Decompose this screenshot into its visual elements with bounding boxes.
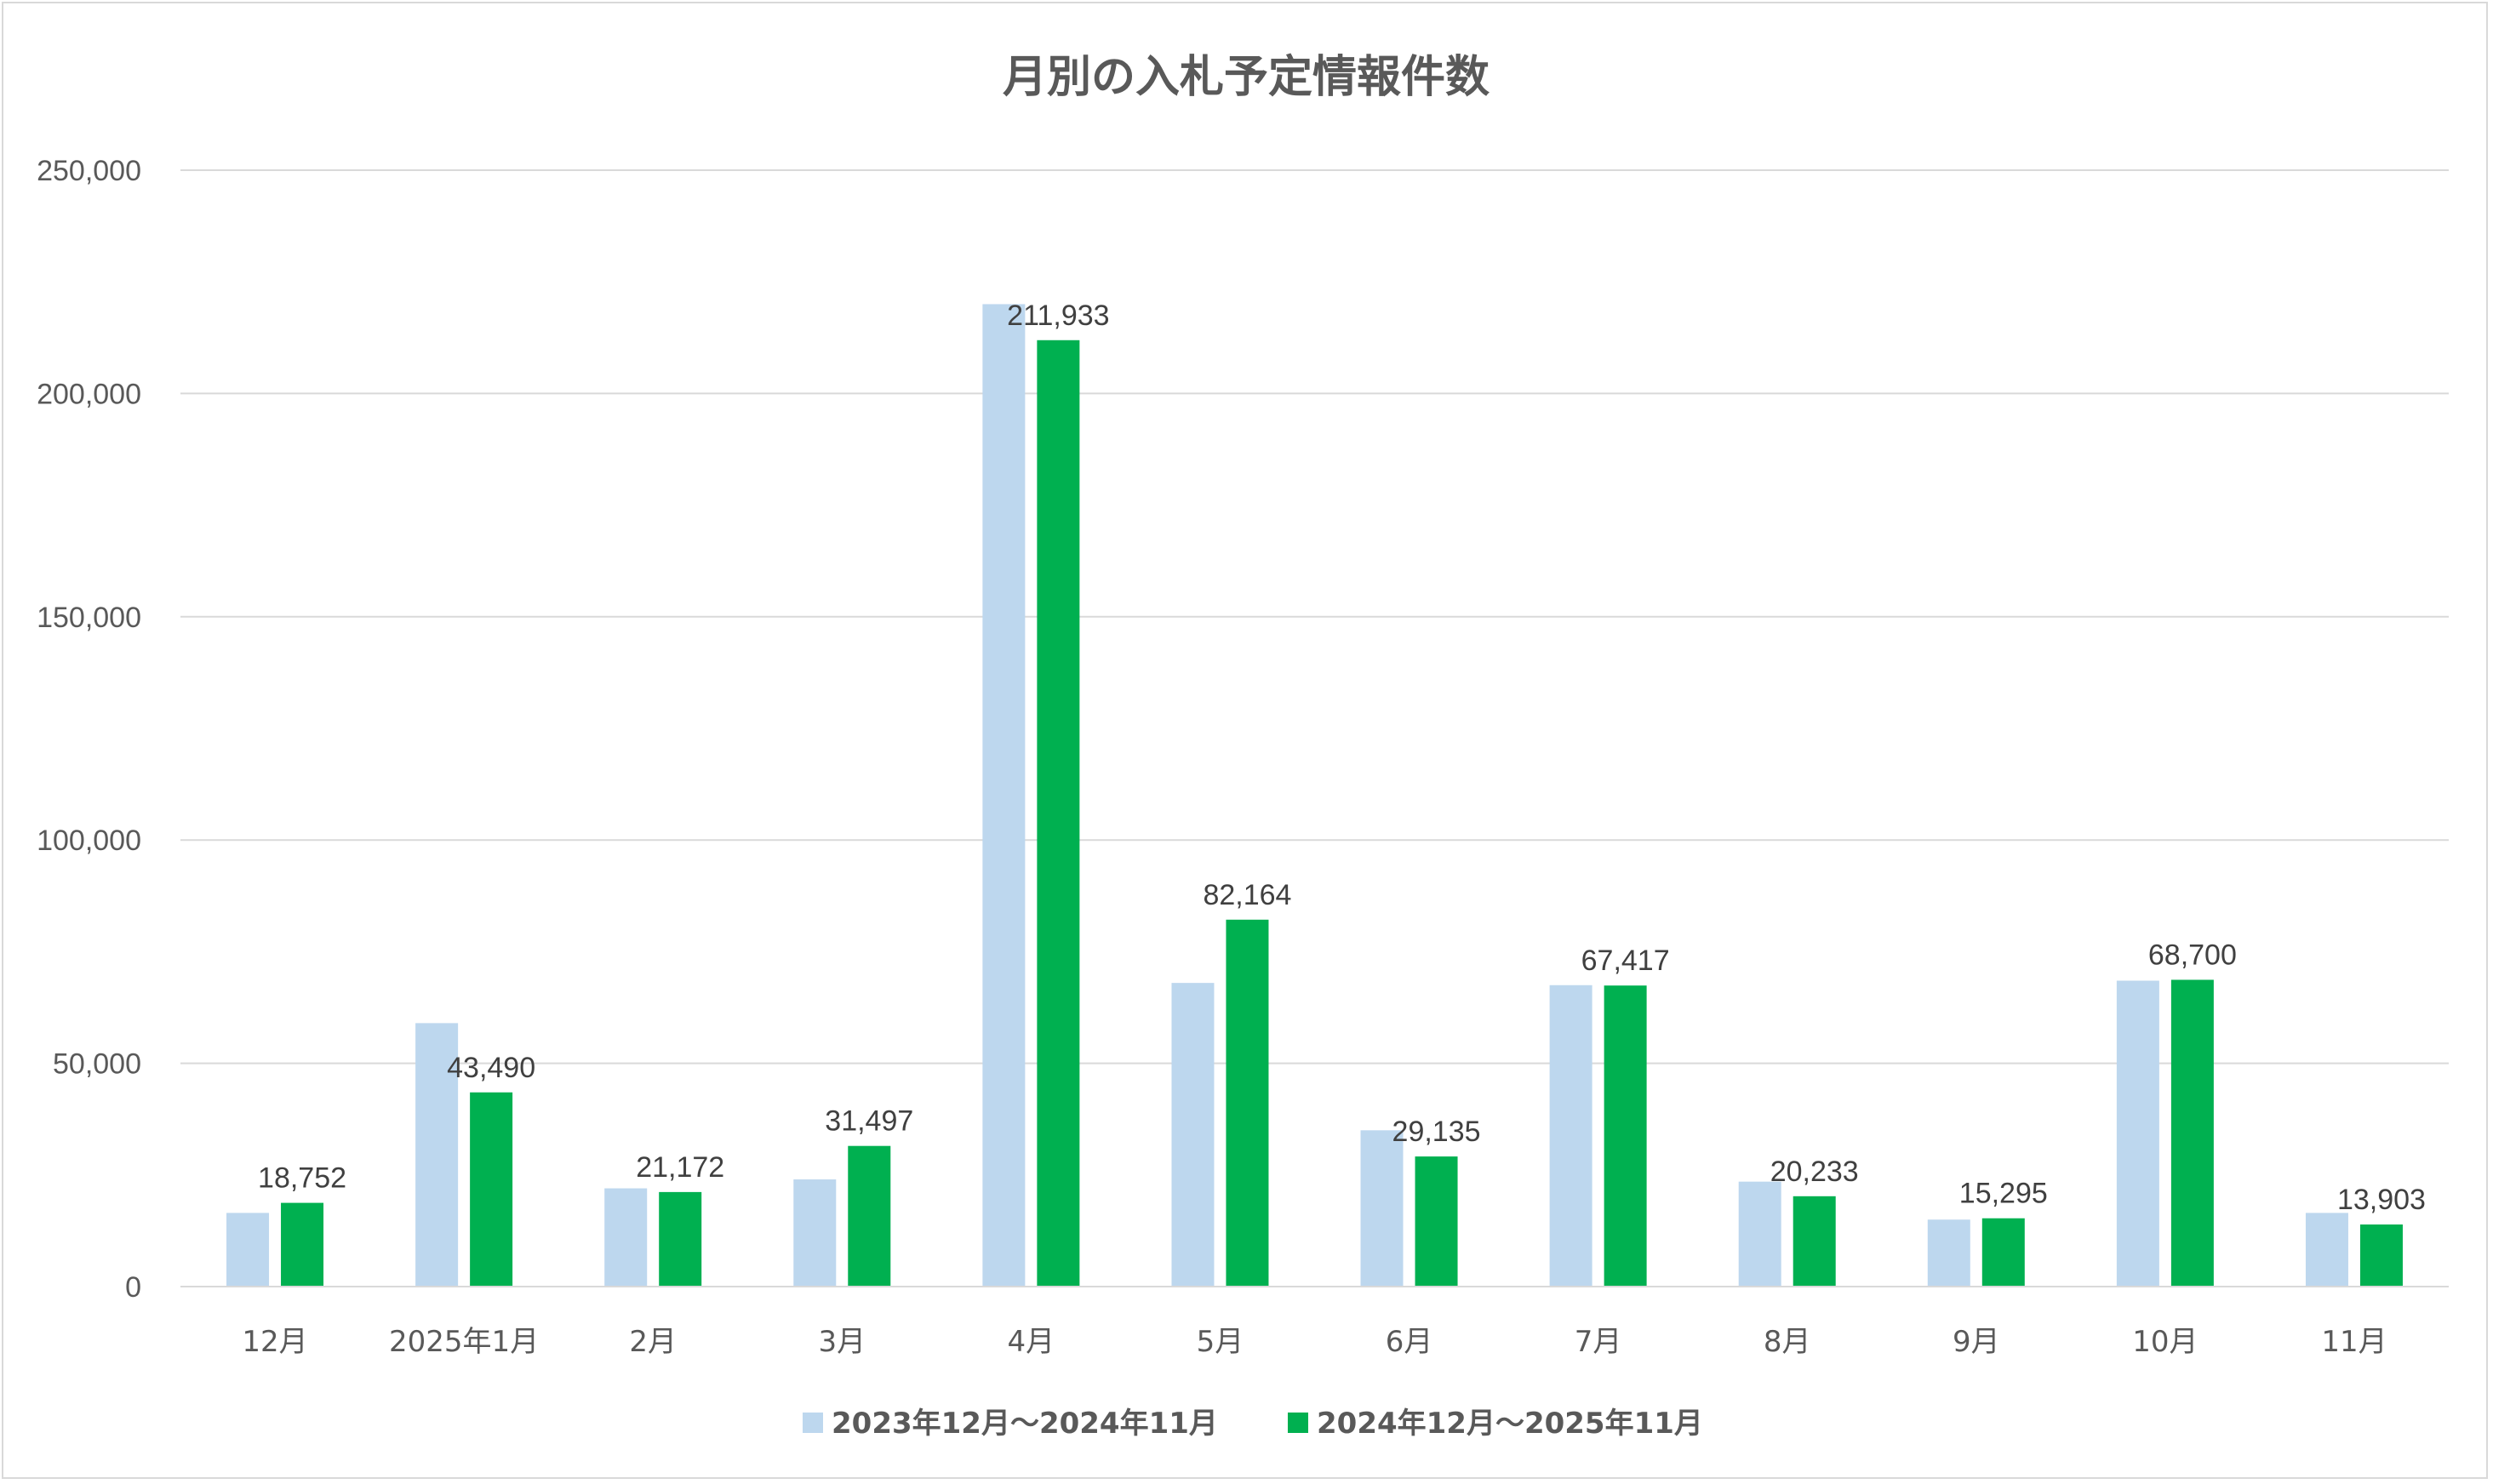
data-label: 67,417 (1581, 945, 1670, 977)
x-category-label: 5月 (1197, 1325, 1244, 1359)
x-category-label: 12月 (242, 1325, 307, 1359)
x-category-label: 3月 (818, 1325, 866, 1359)
y-tick-label: 0 (125, 1271, 141, 1304)
bar-series-2 (2170, 979, 2214, 1287)
bar-series-2 (2359, 1224, 2403, 1287)
data-label: 18,752 (258, 1162, 346, 1195)
bar-series-1 (1738, 1181, 1781, 1287)
chart-title: 月別の入札予定情報件数 (1003, 52, 1490, 103)
bar-series-2 (1981, 1218, 2025, 1287)
data-labels: 18,752 43,490 21,172 31,497 211,933 82,164 29,… (258, 300, 2426, 1216)
bar-series-1 (982, 304, 1026, 1287)
x-category-label: 9月 (1953, 1325, 2000, 1359)
y-tick-label: 250,000 (37, 155, 141, 187)
legend-label-series-1: 2023年12月～2024年11月 (832, 1407, 1218, 1441)
bar-series-2 (1226, 919, 1269, 1287)
bar-series-2 (281, 1202, 324, 1287)
data-label: 15,295 (1959, 1178, 2048, 1210)
x-category-label: 10月 (2132, 1325, 2198, 1359)
data-label: 29,135 (1392, 1116, 1481, 1148)
data-label: 82,164 (1203, 879, 1291, 911)
bar-series-1 (1549, 985, 1592, 1287)
bar-series-1 (2305, 1213, 2348, 1287)
bar-series-2 (1037, 340, 1080, 1287)
data-label: 20,233 (1770, 1156, 1859, 1188)
data-label: 43,490 (447, 1052, 535, 1084)
x-category-label: 7月 (1575, 1325, 1622, 1359)
bar-series-2 (470, 1092, 513, 1287)
bar-series-2 (1604, 985, 1647, 1287)
bar-series-1 (1360, 1130, 1404, 1287)
x-axis: 12月 2025年1月 2月 3月 4月 5月 6月 7月 8月 9月 10月 11月 (180, 1286, 2449, 1359)
x-category-label: 2月 (629, 1325, 677, 1359)
data-label: 31,497 (825, 1105, 913, 1138)
x-category-label: 8月 (1764, 1325, 1811, 1359)
bar-series-2 (1793, 1196, 1836, 1287)
x-category-label: 2025年1月 (389, 1325, 539, 1359)
bar-series-1 (415, 1023, 459, 1287)
y-tick-label: 200,000 (37, 378, 141, 410)
data-label: 211,933 (1007, 300, 1109, 332)
bar-series-1 (604, 1188, 648, 1287)
bar-series-1 (226, 1213, 270, 1287)
bar-series-1 (793, 1179, 837, 1287)
y-tick-label: 150,000 (37, 602, 141, 634)
legend: 2023年12月～2024年11月 2024年12月～2025年11月 (803, 1407, 1703, 1441)
y-tick-label: 100,000 (37, 825, 141, 857)
bar-series-1 (2116, 980, 2159, 1287)
y-axis: 0 50,000 100,000 150,000 200,000 250,000 (37, 155, 141, 1304)
bar-series-2 (848, 1145, 891, 1287)
bar-series-1 (1171, 983, 1215, 1287)
bar-series-2 (659, 1191, 702, 1287)
bar-series-1 (1927, 1219, 1970, 1287)
y-tick-label: 50,000 (53, 1048, 141, 1081)
bars (226, 304, 2403, 1287)
legend-swatch-series-1 (803, 1413, 823, 1433)
x-category-label: 6月 (1386, 1325, 1433, 1359)
x-category-label: 11月 (2321, 1325, 2387, 1359)
bar-series-2 (1415, 1156, 1458, 1287)
legend-label-series-2: 2024年12月～2025年11月 (1317, 1407, 1703, 1441)
legend-swatch-series-2 (1288, 1413, 1308, 1433)
x-category-label: 4月 (1008, 1325, 1055, 1359)
data-label: 21,172 (636, 1151, 724, 1184)
data-label: 68,700 (2148, 939, 2237, 971)
gridlines (180, 169, 2449, 1287)
data-label: 13,903 (2337, 1184, 2426, 1216)
